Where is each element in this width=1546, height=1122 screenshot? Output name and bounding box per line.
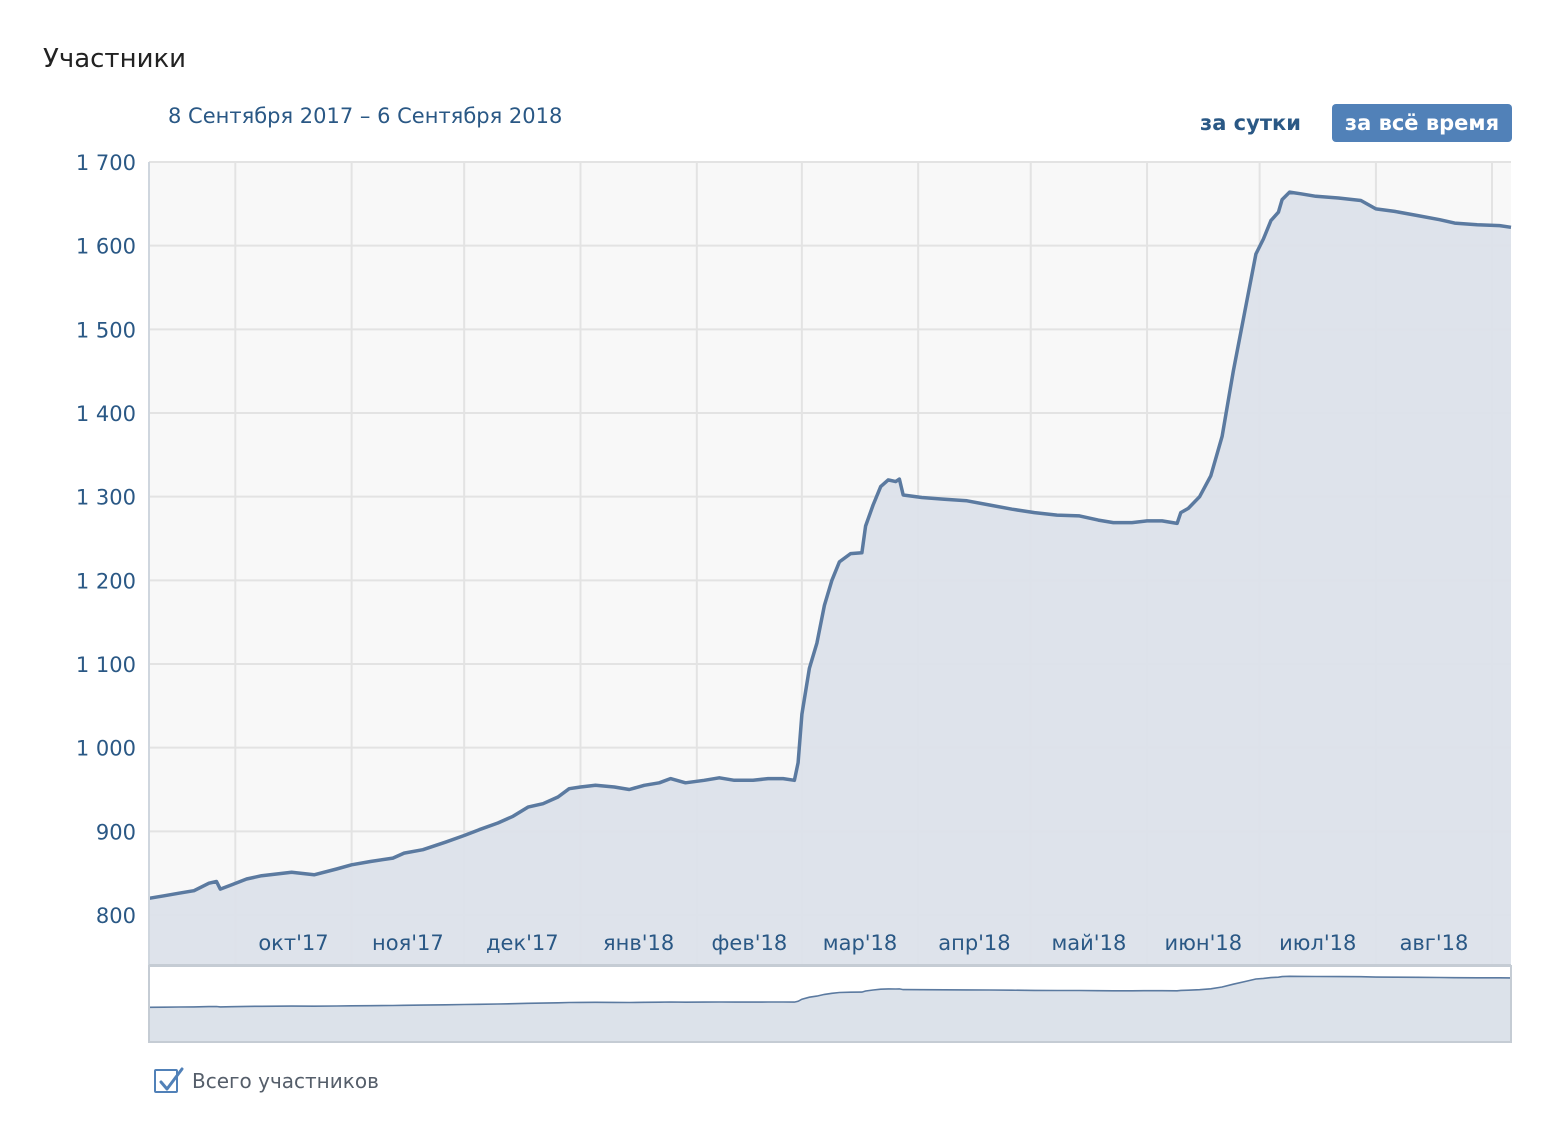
x-tick-label: апр'18 bbox=[938, 931, 1010, 955]
period-all-time-button[interactable]: за всё время bbox=[1332, 104, 1512, 142]
y-tick-label: 1 700 bbox=[76, 151, 136, 175]
main-plot-area bbox=[148, 161, 1512, 966]
x-tick-label: июн'18 bbox=[1165, 931, 1243, 955]
y-tick-label: 1 000 bbox=[76, 737, 136, 761]
date-range-label: 8 Сентября 2017 – 6 Сентября 2018 bbox=[168, 104, 563, 128]
y-tick-label: 1 300 bbox=[76, 486, 136, 510]
y-tick-label: 1 200 bbox=[76, 569, 136, 593]
y-tick-label: 1 400 bbox=[76, 402, 136, 426]
x-tick-label: мар'18 bbox=[823, 931, 898, 955]
legend-checkbox[interactable] bbox=[154, 1067, 184, 1093]
x-tick-label: ноя'17 bbox=[372, 931, 444, 955]
x-tick-label: авг'18 bbox=[1400, 931, 1469, 955]
x-axis: окт'17 ноя'17 дек'17 янв'18 фев'18 мар'18 апр'… bbox=[258, 931, 1468, 955]
navigator-line bbox=[148, 975, 1512, 1009]
series-line bbox=[148, 190, 1512, 901]
navigator-area bbox=[149, 976, 1511, 1042]
legend-total-members[interactable]: Всего участников bbox=[154, 1066, 379, 1096]
x-tick-label: дек'17 bbox=[486, 931, 559, 955]
x-tick-label: май'18 bbox=[1051, 931, 1126, 955]
y-axis: 1 700 1 600 1 500 1 400 1 300 1 200 1 100 1 000… bbox=[76, 151, 136, 928]
y-tick-label: 1 100 bbox=[76, 653, 136, 677]
x-tick-label: янв'18 bbox=[603, 931, 674, 955]
checkmark-icon bbox=[159, 1067, 184, 1091]
page-title: Участники bbox=[43, 44, 187, 74]
series-area bbox=[149, 192, 1511, 966]
y-tick-label: 800 bbox=[96, 904, 136, 928]
period-day-button[interactable]: за сутки bbox=[1200, 111, 1301, 135]
navigator-window[interactable] bbox=[148, 965, 1512, 1043]
y-tick-label: 900 bbox=[96, 820, 136, 844]
y-tick-label: 1 600 bbox=[76, 235, 136, 259]
y-tick-label: 1 500 bbox=[76, 318, 136, 342]
legend-label: Всего участников bbox=[192, 1069, 379, 1093]
x-tick-label: окт'17 bbox=[258, 931, 328, 955]
x-tick-label: июл'18 bbox=[1279, 931, 1356, 955]
range-navigator[interactable] bbox=[148, 965, 1512, 1043]
x-tick-label: фев'18 bbox=[711, 931, 787, 955]
